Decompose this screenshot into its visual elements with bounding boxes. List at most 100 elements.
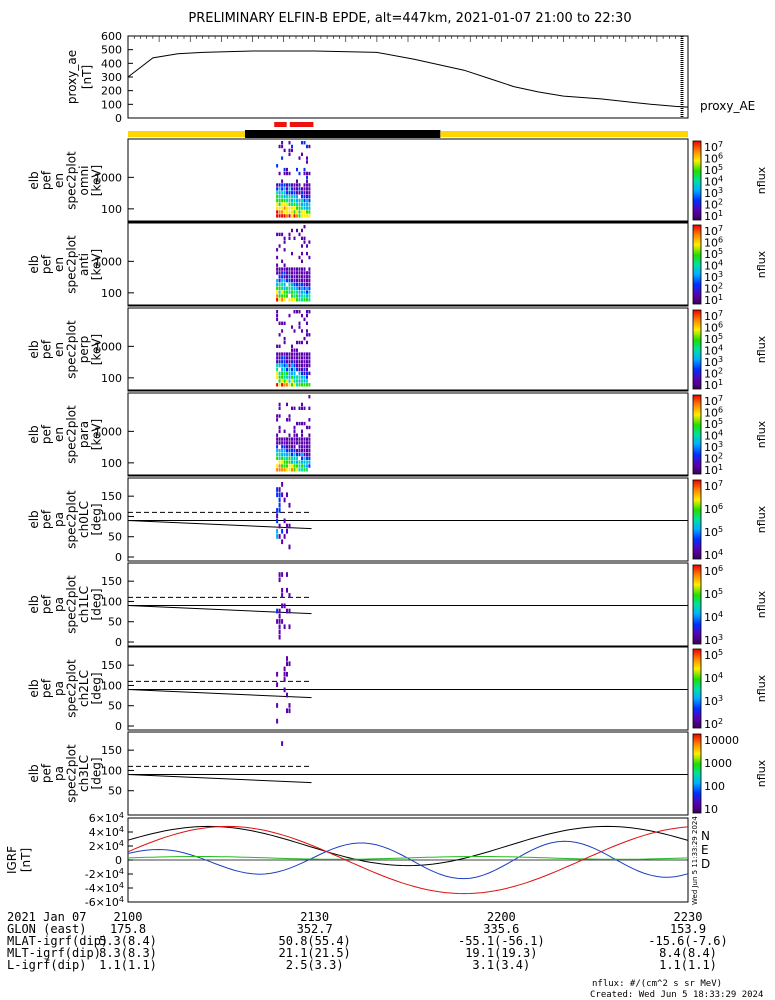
spectrogram-pixel — [301, 290, 303, 294]
spectrogram-pixel — [291, 290, 293, 294]
spectrogram-pixel — [308, 198, 311, 203]
spectrogram-pixel — [298, 437, 301, 441]
spectrogram-pixel — [308, 271, 311, 275]
colorbar-tick-label: 104 — [704, 671, 723, 685]
spectrogram-pixel — [278, 406, 281, 410]
igrf-ytick-label: -6×104 — [85, 895, 124, 909]
spectrogram-pixel — [296, 228, 298, 233]
spectrogram-pixel — [283, 183, 286, 187]
spectrogram-pixel — [298, 271, 301, 275]
spectrogram-pixel — [308, 363, 311, 368]
spectrogram-pixel — [278, 356, 281, 360]
colorbar-label: nflux — [755, 166, 768, 194]
spectrogram-pixel — [306, 179, 308, 183]
spectrogram-pixel — [306, 286, 308, 290]
spectrogram-pixel — [281, 183, 284, 187]
footer-cell: 19.1(19.3) — [465, 946, 537, 960]
spectrogram-pixel — [298, 290, 301, 294]
spectrogram-pixel — [291, 448, 293, 453]
spectrogram-pixel — [293, 275, 296, 279]
spectrogram-pixel — [276, 271, 279, 275]
spectrogram-pixel — [276, 290, 279, 294]
spectrogram-pixel — [301, 468, 303, 472]
spectrogram-pixel — [281, 468, 284, 472]
spectrogram-pixel — [276, 414, 279, 418]
spectrogram-pixel — [291, 456, 293, 460]
spectrogram-pixel — [296, 286, 298, 290]
spectrogram-pixel — [296, 206, 298, 210]
spectrogram-pixel — [286, 271, 288, 275]
spectrogram-pixel — [288, 523, 291, 529]
spectrogram-pixel — [276, 452, 279, 457]
spectrogram-pixel — [288, 282, 291, 287]
spectrogram-pixel — [288, 267, 291, 271]
spectrogram-pixel — [286, 441, 288, 445]
spectrogram-pixel — [278, 534, 281, 539]
spectrogram-pixel — [291, 468, 293, 472]
spectrogram-pixel — [303, 275, 306, 279]
spectrogram-pixel — [301, 214, 303, 218]
spec-ylabel-line: pef — [40, 509, 54, 529]
spectrogram-pixel — [306, 278, 308, 283]
spectrogram-pixel — [281, 141, 284, 145]
spectrogram-pixel — [286, 290, 288, 294]
spectrogram-pixel — [283, 198, 286, 203]
spectrogram-pixel — [288, 191, 291, 195]
spectrogram-pixel — [283, 468, 286, 472]
colorbar — [692, 224, 702, 305]
spectrogram-pixel — [288, 437, 291, 441]
spectrogram-pixel — [283, 236, 286, 240]
spectrogram-pixel — [298, 325, 301, 329]
spectrogram-pixel — [276, 210, 279, 214]
spectrogram-pixel — [281, 194, 284, 199]
spectrogram-pixel — [281, 445, 284, 449]
spec-ytick-label: 150 — [101, 575, 122, 588]
spectrogram-pixel — [306, 214, 308, 218]
spectrogram-pixel — [283, 497, 286, 503]
spectrogram-pixel — [291, 363, 293, 368]
spectrogram-pixel — [278, 275, 281, 279]
spectrogram-pixel — [308, 418, 311, 422]
colorbar-tick-label: 106 — [704, 502, 723, 516]
spectrogram-pixel — [281, 259, 284, 263]
spectrogram-pixel — [298, 278, 301, 283]
spectrogram-pixel — [298, 255, 301, 260]
colorbar-tick-label: 102 — [704, 367, 723, 381]
spectrogram-pixel — [283, 363, 286, 368]
spectrogram-pixel — [278, 171, 281, 176]
spectrogram-pixel — [278, 278, 281, 283]
spec-ylabel-line: pef — [40, 763, 54, 783]
spectrogram-pixel — [281, 482, 284, 487]
spectrogram-pixel — [301, 282, 303, 287]
spectrogram-pixel — [303, 298, 306, 302]
spectrogram-pixel — [288, 271, 291, 275]
igrf-ytick-label: -4×104 — [85, 881, 124, 895]
spectrogram-pixel — [293, 468, 296, 472]
spectrogram-pixel — [306, 206, 308, 210]
spectrogram-pixel — [306, 448, 308, 453]
spectrogram-pixel — [306, 202, 308, 206]
spectrogram-pixel — [306, 160, 308, 164]
spectrogram-pixel — [283, 240, 286, 244]
footer-row-label: 2021 Jan 07 — [7, 910, 86, 924]
spectrogram-pixel — [283, 379, 286, 383]
spectrogram-pixel — [298, 421, 301, 426]
spectrogram-pixel — [286, 528, 288, 534]
spectrogram-pixel — [288, 502, 291, 508]
spectrogram-pixel — [303, 448, 306, 453]
spec-ylabel-line: spec2plot — [65, 659, 79, 718]
footer-cell: 2230 — [674, 910, 703, 924]
spectrogram-pixel — [301, 187, 303, 191]
spectrogram-pixel — [281, 179, 284, 183]
spectrogram-pixel — [288, 608, 291, 614]
spectrogram-pixel — [308, 395, 311, 399]
spectrogram-pixel — [278, 333, 281, 337]
spectrogram-pixel — [283, 267, 286, 271]
spectrogram-pixel — [303, 468, 306, 472]
spectrogram-pixel — [283, 191, 286, 195]
spectrogram-pixel — [296, 214, 298, 218]
spectrogram-pixel — [293, 271, 296, 275]
spectrogram-pixel — [303, 236, 306, 240]
spectrogram-pixel — [281, 191, 284, 195]
spectrogram-pixel — [278, 619, 281, 624]
